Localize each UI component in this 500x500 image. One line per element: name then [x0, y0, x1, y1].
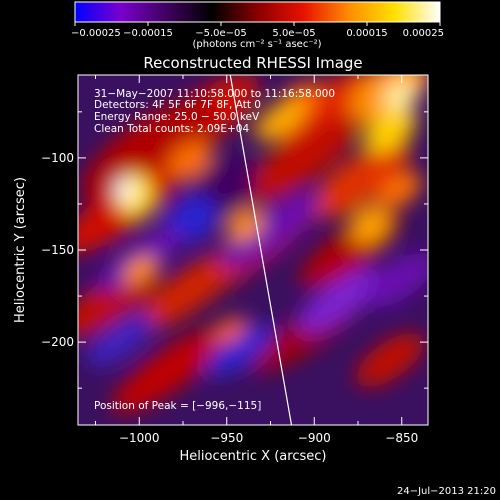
x-axis-label: Heliocentric X (arcsec): [180, 449, 327, 464]
annotation-counts: Clean Total counts: 2.09E+04: [94, 123, 249, 135]
x-tick-label: −1000: [119, 431, 160, 445]
x-axis-ticks: −1000 −950 −900 −850: [95, 75, 418, 445]
colorbar-tick-label: −0.00025: [71, 28, 121, 39]
plot-area: −1000 −950 −900 −850 −100 −150 −200 31−May−20…: [41, 74, 429, 445]
x-tick-label: −950: [210, 431, 243, 445]
annotation-time: 31−May−2007 11:10:58.000 to 11:16:58.000: [94, 88, 335, 100]
colorbar-tick-label: −0.00015: [123, 28, 173, 39]
heatmap-blob: [365, 252, 428, 308]
heatmap-blob: [82, 97, 218, 203]
heatmap-image: [78, 75, 428, 414]
heatmap-blob: [349, 205, 391, 245]
heatmap-blob: [309, 141, 411, 219]
colorbar-unit-label: (photons cm⁻² s⁻¹ asec⁻²): [192, 39, 321, 50]
y-tick-label: −150: [41, 243, 74, 257]
solar-limb-line: [229, 75, 293, 425]
heatmap-blob: [226, 208, 264, 242]
y-axis-label: Heliocentric Y (arcsec): [13, 177, 28, 323]
colorbar-tick-label: 0.00025: [403, 28, 444, 39]
x-tick-label: −900: [298, 431, 331, 445]
heatmap-blob: [355, 332, 425, 388]
colorbar-tick-label: −5.0e−05: [195, 28, 247, 39]
y-axis-ticks: −100 −150 −200: [41, 111, 428, 389]
heatmap-blob: [85, 313, 155, 367]
y-tick-label: −100: [41, 151, 74, 165]
heatmap-blob: [378, 171, 422, 209]
heatmap-blob: [214, 316, 246, 344]
colorbar-ticks: −0.00025 −0.00015 −5.0e−05 5.0e−05 0.00015 0.…: [71, 22, 444, 39]
heatmap-blob: [254, 99, 306, 141]
heatmap-blob: [167, 140, 213, 180]
colorbar-tick-label: 5.0e−05: [272, 28, 315, 39]
y-tick-label: −200: [41, 335, 74, 349]
heatmap-blob: [131, 246, 249, 334]
heatmap-blob: [383, 79, 417, 111]
colorbar: −0.00025 −0.00015 −5.0e−05 5.0e−05 0.00015 0.…: [71, 1, 444, 50]
heatmap-blob: [278, 75, 382, 151]
annotation-energy: Energy Range: 25.0 − 50.0 keV: [94, 111, 260, 123]
annotation-block: 31−May−2007 11:10:58.000 to 11:16:58.000…: [94, 88, 335, 135]
chart-title: Reconstructed RHESSI Image: [143, 54, 362, 72]
heatmap-blob: [241, 115, 359, 205]
x-tick-label: −850: [385, 431, 418, 445]
heatmap-blob: [297, 267, 383, 333]
heatmap-blob: [123, 255, 157, 285]
heatmap-blob: [111, 326, 229, 414]
peak-position-label: Position of Peak = [−996,−115]: [94, 400, 261, 412]
heatmap-blob: [363, 107, 417, 153]
annotation-detectors: Detectors: 4F 5F 6F 7F 8F, Att 0: [94, 99, 261, 111]
heatmap-blob: [115, 178, 135, 202]
timestamp: 24−Jul−2013 21:20: [397, 486, 496, 497]
colorbar-tick-label: 0.00015: [346, 28, 387, 39]
heatmap-blob: [205, 323, 275, 377]
colorbar-rect: [74, 1, 441, 23]
heatmap-blob: [219, 192, 321, 268]
